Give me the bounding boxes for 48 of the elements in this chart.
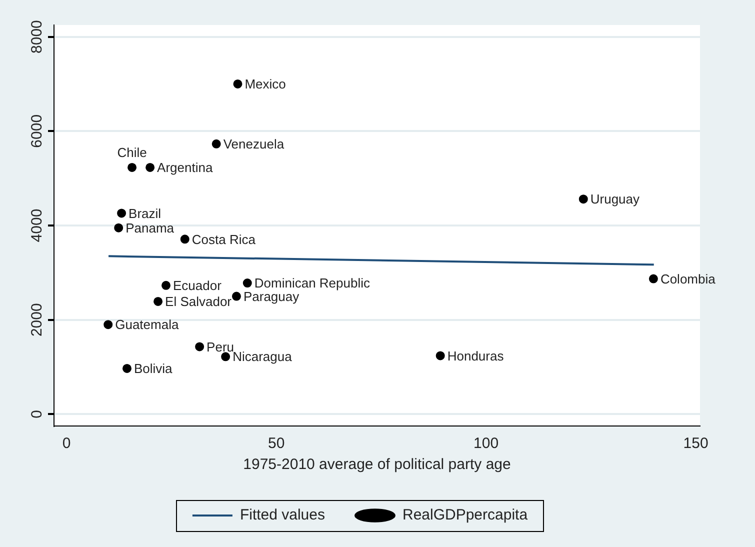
- x-tick-label: 50: [268, 435, 285, 452]
- annotation: Mexico: [244, 76, 286, 92]
- annotation: Chile: [117, 145, 147, 160]
- annotation: Nicaragua: [232, 349, 293, 364]
- point: [195, 342, 204, 352]
- point: [578, 194, 588, 204]
- annotation: El Salvador: [165, 294, 232, 310]
- annotation: Argentina: [157, 160, 214, 176]
- annotation: Panama: [126, 220, 175, 236]
- annotation: Costa Rica: [192, 232, 256, 247]
- y-tick-label: 2000: [28, 303, 46, 337]
- point: [114, 223, 124, 232]
- point: [232, 292, 241, 301]
- point: [180, 234, 190, 244]
- y-tick-label: 8000: [28, 20, 46, 54]
- annotation: Peru: [206, 339, 234, 354]
- point: [436, 351, 445, 360]
- point: [233, 79, 242, 88]
- annotation: Dominican Republic: [254, 276, 370, 291]
- annotation: Ecuador: [173, 278, 222, 293]
- point: [212, 139, 221, 148]
- y-tick-label: 6000: [28, 114, 46, 148]
- annotation: Colombia: [660, 271, 716, 286]
- point: [146, 162, 155, 172]
- annotation: Venezuela: [223, 136, 285, 152]
- point: [162, 280, 170, 290]
- point: [221, 352, 230, 362]
- annotation: Guatemala: [115, 317, 180, 332]
- annotation: Paraguay: [243, 288, 300, 304]
- point: [648, 274, 658, 284]
- point: [122, 364, 132, 373]
- annotation: Honduras: [447, 348, 504, 364]
- x-tick-label: 150: [683, 435, 708, 452]
- annotation: Brazil: [128, 206, 162, 221]
- point: [242, 278, 252, 288]
- legend-label: RealGDPpercapita: [402, 506, 528, 524]
- y-tick-label: 0: [28, 410, 46, 418]
- annotation: Bolivia: [134, 361, 174, 376]
- legend-label: Fitted values: [240, 506, 325, 524]
- x-axis-title: 1975-2010 average of political party age: [243, 456, 511, 474]
- y-tick-label: 4000: [28, 208, 46, 242]
- x-tick-label: 0: [62, 435, 71, 452]
- annotation: Uruguay: [590, 192, 640, 207]
- point: [117, 208, 126, 218]
- point: [104, 320, 113, 330]
- point: [128, 162, 137, 172]
- x-tick-label: 100: [474, 435, 499, 452]
- point: [154, 296, 163, 306]
